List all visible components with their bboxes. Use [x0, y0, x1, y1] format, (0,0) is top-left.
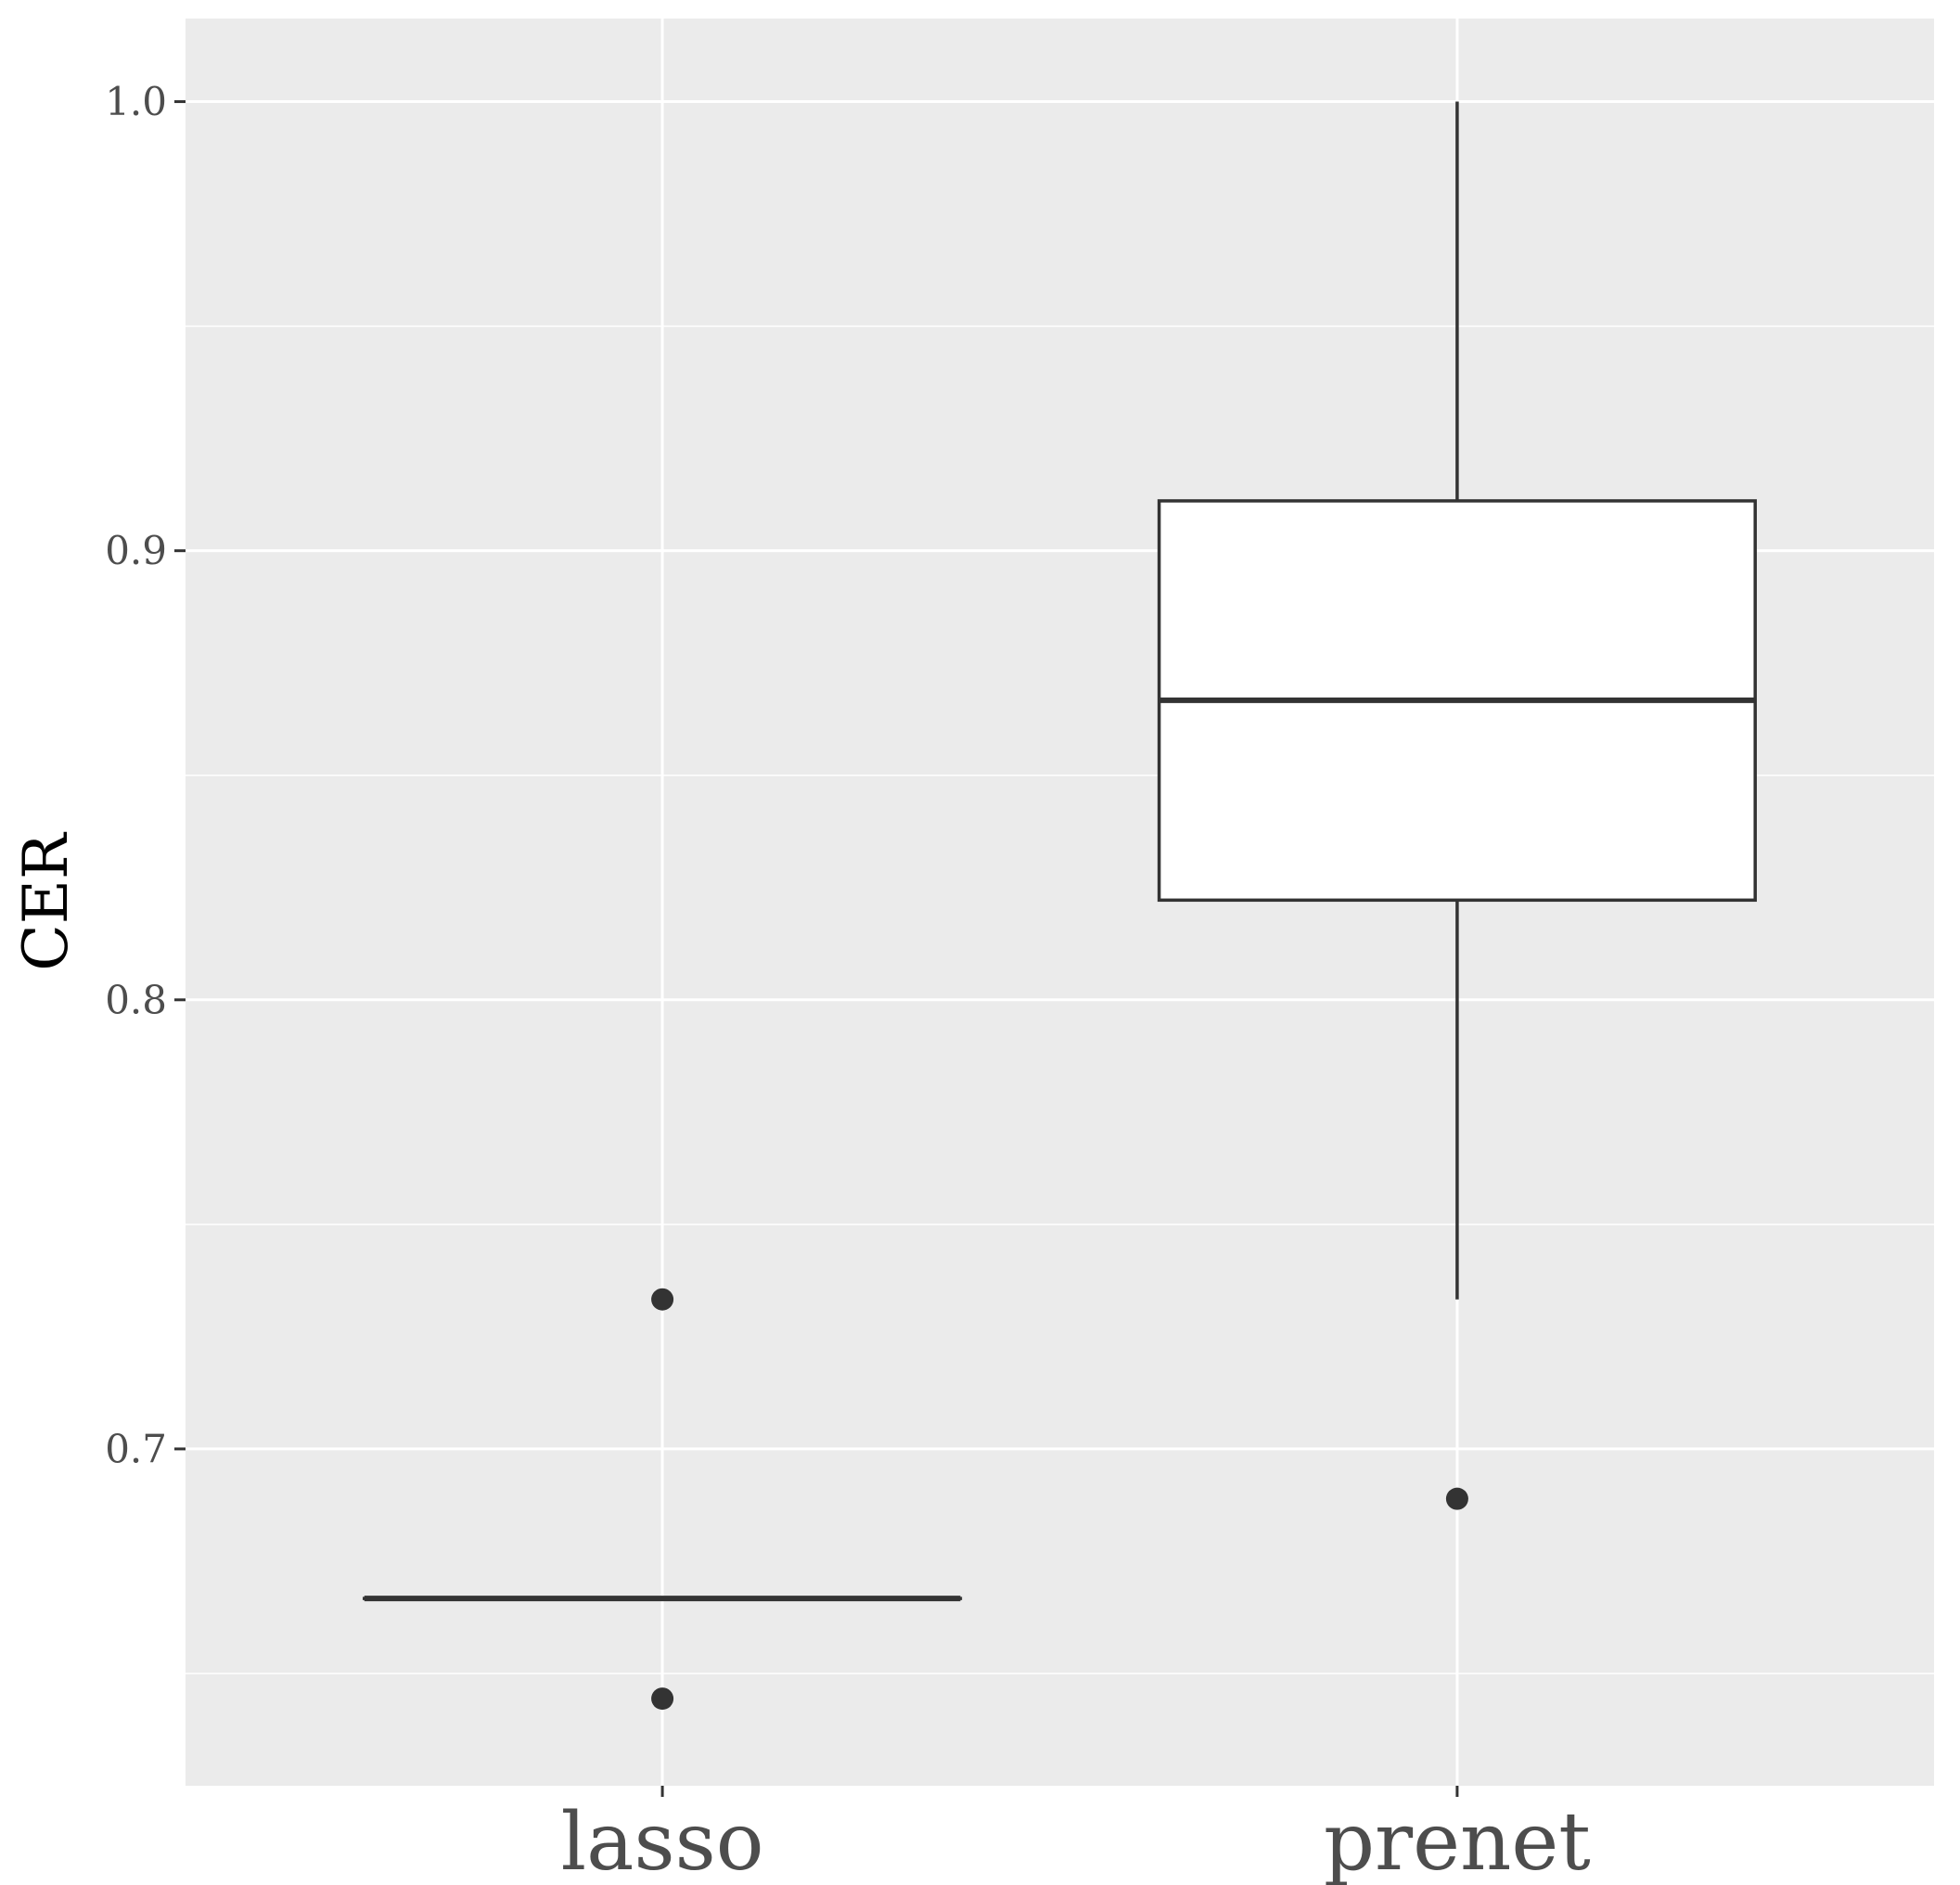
minor-gridlines: [186, 325, 1934, 1674]
y-axis-title: CER: [10, 831, 82, 971]
x-axis: lasso prenet: [561, 1786, 1591, 1885]
plot-panel: [186, 19, 1934, 1786]
x-tick-label-prenet: prenet: [1324, 1796, 1591, 1885]
outlier-point: [651, 1288, 674, 1311]
boxes-layer: [363, 101, 1757, 1711]
y-tick-label: 0.9: [105, 528, 167, 573]
box-lasso: [363, 1288, 963, 1711]
y-axis: 0.7 0.8 0.9 1.0: [105, 79, 186, 1471]
y-tick-label: 1.0: [105, 79, 167, 124]
box-prenet: [1157, 101, 1757, 1510]
outlier-point: [651, 1687, 674, 1711]
outlier-point: [1445, 1487, 1468, 1510]
y-tick-label: 0.7: [105, 1426, 167, 1471]
y-tick-label: 0.8: [105, 977, 167, 1022]
major-gridlines: [186, 100, 1934, 1451]
x-tick-label-lasso: lasso: [561, 1796, 764, 1885]
